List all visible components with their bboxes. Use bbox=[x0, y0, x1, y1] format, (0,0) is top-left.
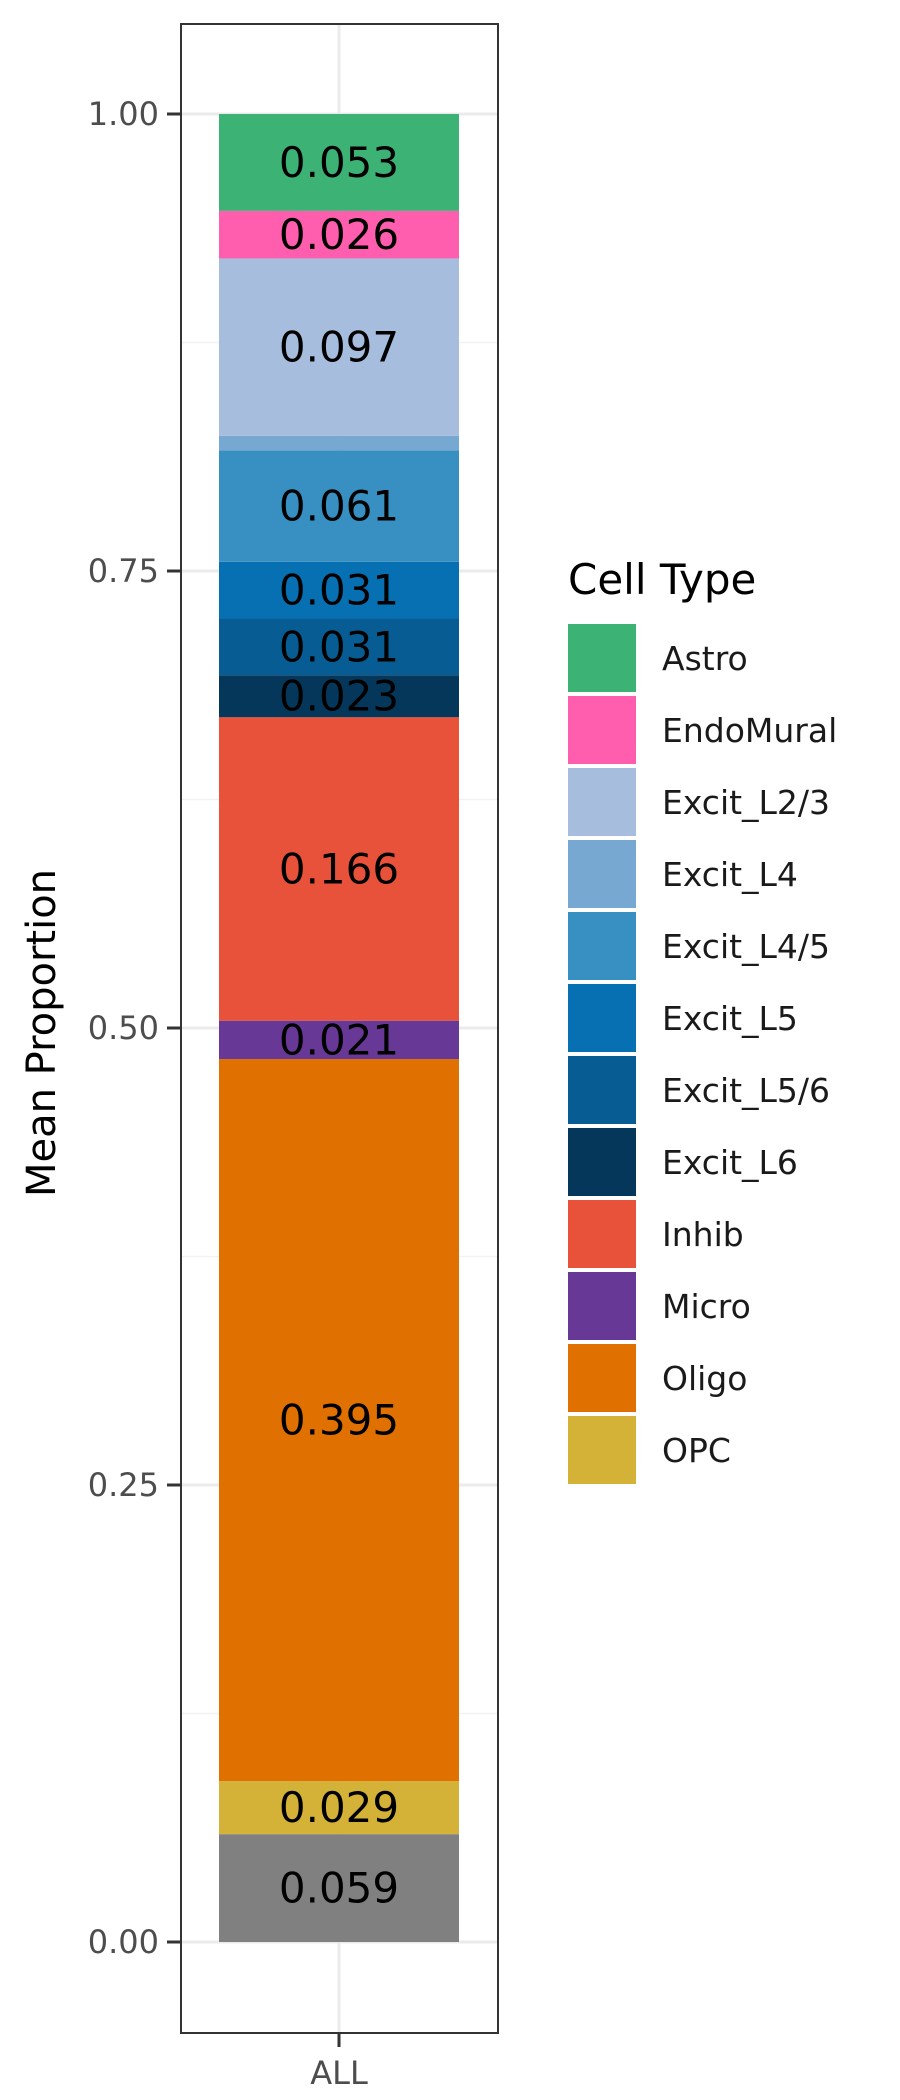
legend-swatch bbox=[568, 912, 636, 980]
legend-swatch bbox=[568, 1272, 636, 1340]
legend-label: EndoMural bbox=[662, 710, 838, 750]
legend-label: Excit_L5/6 bbox=[662, 1070, 831, 1110]
bar-segment bbox=[219, 1020, 459, 1060]
legend-item: Excit_L6 bbox=[568, 1126, 837, 1198]
legend-item: OPC bbox=[568, 1414, 837, 1486]
y-tick-label: 1.00 bbox=[88, 95, 159, 133]
y-tick-label: 0.00 bbox=[88, 1923, 159, 1961]
segment-value-labels: 0.0590.0290.3950.0210.1660.0230.0310.031… bbox=[279, 138, 399, 1913]
y-tick-label: 0.75 bbox=[88, 552, 159, 590]
segment-value-label: 0.023 bbox=[279, 672, 399, 721]
bar-segment bbox=[219, 114, 459, 211]
legend: Cell Type Astro EndoMural Excit_L2/3 Excit_… bbox=[568, 555, 837, 1486]
bar-segment bbox=[219, 435, 459, 451]
legend-item: Excit_L4/5 bbox=[568, 910, 837, 982]
segment-value-label: 0.061 bbox=[279, 482, 399, 531]
legend-swatch bbox=[568, 1416, 636, 1484]
legend-label: Excit_L6 bbox=[662, 1142, 798, 1182]
y-axis-title: Mean Proportion bbox=[19, 868, 65, 1198]
legend-swatch bbox=[568, 840, 636, 908]
legend-label: Micro bbox=[662, 1286, 751, 1326]
bar-segment bbox=[219, 1059, 459, 1782]
bar-segment bbox=[219, 1834, 459, 1942]
y-axis: 0.00 0.25 0.50 0.75 1.00 bbox=[88, 95, 181, 1961]
segment-value-label: 0.026 bbox=[279, 210, 399, 259]
x-tick-label: ALL bbox=[310, 2054, 368, 2092]
segment-value-label: 0.029 bbox=[279, 1783, 399, 1832]
legend-item: Astro bbox=[568, 622, 837, 694]
legend-item: Oligo bbox=[568, 1342, 837, 1414]
bar-segment bbox=[219, 675, 459, 718]
segment-value-label: 0.031 bbox=[279, 566, 399, 615]
segment-value-label: 0.166 bbox=[279, 844, 399, 893]
legend-swatch bbox=[568, 1056, 636, 1124]
segment-value-label: 0.031 bbox=[279, 622, 399, 671]
legend-items: Astro EndoMural Excit_L2/3 Excit_L4 Excit_L4… bbox=[568, 622, 837, 1486]
x-axis: ALL bbox=[310, 2033, 368, 2092]
segment-value-label: 0.395 bbox=[279, 1396, 399, 1445]
legend-swatch bbox=[568, 696, 636, 764]
legend-label: Oligo bbox=[662, 1358, 748, 1398]
segment-value-label: 0.097 bbox=[279, 323, 399, 372]
segment-value-label: 0.053 bbox=[279, 138, 399, 187]
legend-swatch bbox=[568, 984, 636, 1052]
legend-item: Excit_L4 bbox=[568, 838, 837, 910]
legend-title: Cell Type bbox=[568, 555, 757, 604]
segment-value-label: 0.021 bbox=[279, 1015, 399, 1064]
legend-item: Excit_L5 bbox=[568, 982, 837, 1054]
legend-item: Excit_L2/3 bbox=[568, 766, 837, 838]
legend-label: OPC bbox=[662, 1430, 731, 1470]
bar-segment bbox=[219, 561, 459, 619]
y-tick-label: 0.25 bbox=[88, 1466, 159, 1504]
legend-label: Excit_L4 bbox=[662, 854, 798, 894]
bar-segment bbox=[219, 717, 459, 1021]
bar-segment bbox=[219, 1781, 459, 1835]
bar-segment bbox=[219, 258, 459, 436]
legend-swatch bbox=[568, 624, 636, 692]
legend-swatch bbox=[568, 1128, 636, 1196]
legend-item: EndoMural bbox=[568, 694, 837, 766]
segment-value-label: 0.059 bbox=[279, 1864, 399, 1913]
legend-swatch bbox=[568, 768, 636, 836]
y-tick-label: 0.50 bbox=[88, 1009, 159, 1047]
legend-item: Inhib bbox=[568, 1198, 837, 1270]
bar-segments bbox=[219, 114, 459, 1942]
legend-label: Excit_L5 bbox=[662, 998, 798, 1038]
bar-segment bbox=[219, 210, 459, 259]
legend-label: Astro bbox=[662, 638, 748, 678]
legend-label: Excit_L4/5 bbox=[662, 926, 831, 966]
bar-segment bbox=[219, 618, 459, 676]
legend-swatch bbox=[568, 1200, 636, 1268]
legend-label: Excit_L2/3 bbox=[662, 782, 831, 822]
bar-segment bbox=[219, 450, 459, 562]
legend-item: Micro bbox=[568, 1270, 837, 1342]
legend-label: Inhib bbox=[662, 1214, 744, 1254]
legend-swatch bbox=[568, 1344, 636, 1412]
legend-item: Excit_L5/6 bbox=[568, 1054, 837, 1126]
